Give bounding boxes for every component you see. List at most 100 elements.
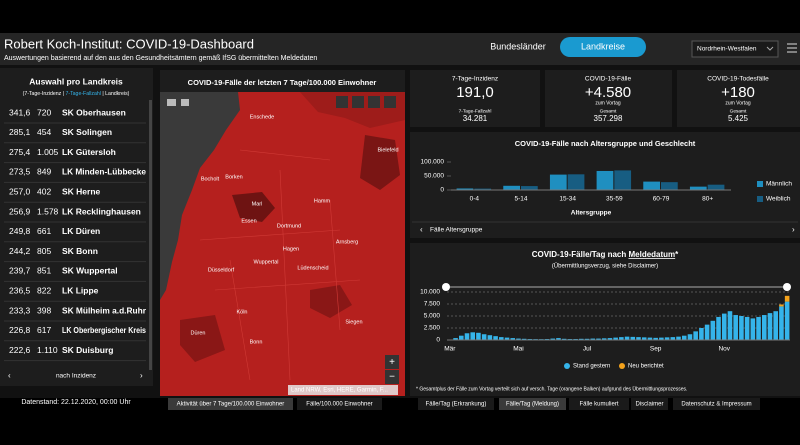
zoom-out[interactable]: [385, 370, 399, 384]
place-label: Dortmund: [277, 223, 301, 229]
y-tick-label: 7.500: [424, 301, 441, 308]
county-name: SK Bonn: [62, 246, 98, 256]
sort-arrow: ›: [140, 371, 143, 380]
tab[interactable]: [418, 398, 494, 410]
zoom-in[interactable]: [385, 355, 399, 369]
tab[interactable]: [569, 398, 629, 410]
legend-label: Stand gestern: [573, 364, 610, 370]
bar: [647, 337, 653, 340]
menu-icon[interactable]: [787, 43, 797, 53]
bar: [636, 337, 641, 340]
slider-handle[interactable]: [783, 283, 791, 291]
tab[interactable]: [499, 398, 566, 410]
place-label: Lüdenscheid: [297, 265, 328, 271]
tab[interactable]: [168, 398, 293, 410]
panel-arrow[interactable]: ‹: [420, 225, 423, 234]
sort-label[interactable]: nach Inzidenz: [56, 373, 96, 380]
county-name: LK Lippe: [62, 285, 99, 295]
kpi-value: 191,0: [456, 84, 494, 101]
bar: [481, 334, 487, 340]
bar: [710, 320, 716, 340]
bar: [681, 335, 687, 340]
map: + −: [160, 92, 405, 396]
bar: [643, 181, 660, 190]
bookmark-button[interactable]: [352, 96, 364, 108]
county-name: LK Oberbergischer Kreis: [62, 325, 146, 335]
kpi-box: [545, 70, 672, 127]
county-name: SK Wuppertal: [62, 266, 118, 276]
bar: [510, 338, 516, 340]
search-button[interactable]: [336, 96, 348, 108]
bar: [630, 336, 636, 340]
bar: [459, 335, 464, 340]
place-label: Hagen: [283, 246, 299, 252]
kpi-box: [410, 70, 540, 127]
bar: [779, 306, 784, 340]
case-count: 1.110: [37, 345, 58, 355]
county-name: LK Gütersloh: [62, 147, 116, 157]
nav-link[interactable]: Landkreise: [581, 41, 625, 51]
bar: [596, 338, 601, 340]
bar: [744, 316, 750, 340]
bar: [601, 338, 607, 340]
place-label: Enschede: [250, 114, 274, 120]
tab-label: Disclaimer: [635, 402, 663, 408]
y-tick-label: 0: [440, 187, 444, 194]
x-tick-label: 5-14: [514, 196, 527, 203]
bar: [676, 336, 681, 340]
tool-icon[interactable]: [167, 99, 176, 106]
bar: [716, 316, 721, 340]
bar: [453, 338, 458, 340]
x-tick-label: Nov: [718, 346, 730, 353]
kpi-total-label: Gesamt: [730, 108, 747, 114]
slider-handle[interactable]: [442, 283, 450, 291]
legend-label: Weiblich: [766, 196, 791, 203]
region-dropdown[interactable]: [691, 40, 779, 58]
tab[interactable]: [297, 398, 382, 410]
nav-active-pill[interactable]: [560, 37, 646, 57]
nav-link[interactable]: Bundesländer: [490, 41, 546, 51]
incidence: 341,6: [9, 107, 31, 117]
chart-title: COVID-19-Fälle/Tag nach Meldedatum*: [532, 250, 679, 259]
bar: [784, 301, 790, 340]
place-label: Marl: [252, 201, 263, 207]
chart-title: COVID-19-Fälle nach Altersgruppe und Ges…: [515, 139, 696, 148]
bar: [699, 328, 704, 340]
kpi-total-label: Gesamt: [600, 108, 617, 114]
basemap-button[interactable]: [384, 96, 396, 108]
kpi-note: zum Vortag: [595, 100, 621, 106]
legend-swatch: [757, 181, 763, 187]
kpi-value: +180: [721, 84, 755, 101]
y-tick-label: 50.000: [424, 173, 444, 180]
tool-icon[interactable]: [181, 99, 189, 106]
county-name: SK Mülheim a.d.Ruhr: [62, 305, 147, 315]
bar: [503, 185, 520, 190]
panel-title: Auswahl pro Landkreis: [29, 76, 123, 86]
bar: [487, 335, 493, 340]
x-tick-label: Sep: [650, 346, 662, 353]
case-count: 720: [37, 107, 51, 117]
bar: [493, 336, 498, 340]
x-tick-label: Mai: [513, 346, 523, 353]
kpi-total-label: 7-Tage-Fallzahl: [459, 108, 492, 114]
tab-label: Fälle/Tag (Erkrankung): [426, 402, 487, 408]
zoom-out-icon: −: [389, 372, 395, 383]
page-subtitle: Auswertungen basierend auf den aus den G…: [4, 55, 317, 62]
bar: [689, 186, 707, 190]
layer-button[interactable]: [368, 96, 380, 108]
bar: [756, 316, 761, 340]
bar: [456, 188, 474, 190]
bar: [670, 337, 676, 340]
tab[interactable]: [631, 398, 668, 410]
county-name: LK Minden-Lübbecke: [62, 167, 146, 177]
tab[interactable]: [673, 398, 760, 410]
region-name: Nordrhein-Westfalen: [697, 46, 757, 53]
kpi-total: 357.298: [594, 114, 623, 123]
bar: [516, 338, 521, 340]
bar: [707, 184, 725, 190]
bar: [596, 170, 614, 190]
attribution: Land NRW, Esri, HERE, Garmin, F...: [291, 388, 388, 394]
incidence: 257,0: [9, 186, 31, 196]
place-label: Borken: [225, 174, 242, 180]
